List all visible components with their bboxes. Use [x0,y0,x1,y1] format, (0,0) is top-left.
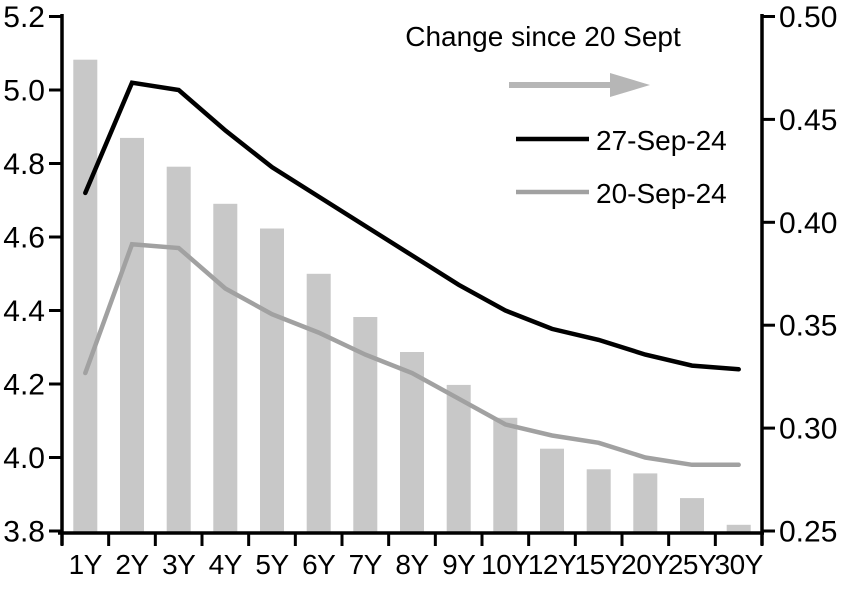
legend-entry-27sep: 27-Sep-24 [516,125,727,156]
left-axis-tick-label: 5.2 [3,1,45,34]
axis-ticks-group [49,15,775,546]
left-axis-tick-label: 3.8 [3,516,45,549]
bar-10Y [493,417,518,533]
bar-6Y [306,273,331,534]
right-axis-tick-label: 0.30 [779,413,837,446]
right-arrow-icon [509,73,650,97]
x-axis-label-8Y: 8Y [395,549,429,580]
x-axis-label-5Y: 5Y [255,549,289,580]
right-axis-tick-label: 0.40 [779,207,837,240]
right-axis-tick-label: 0.45 [779,104,837,137]
legend: Change since 20 Sept 27-Sep-24 20-Sep-24 [405,21,727,209]
arrow-head [610,73,650,97]
x-axis-label-3Y: 3Y [162,549,196,580]
bar-30Y [726,524,751,533]
bar-8Y [400,352,424,533]
left-axis-tick-label: 4.0 [3,442,45,475]
bar-4Y [213,203,238,534]
bar-12Y [540,448,564,533]
x-axis-label-20Y: 20Y [621,549,670,580]
left-axis-tick-label: 4.4 [3,295,45,328]
right-axis-labels: 0.50 0.45 0.40 0.35 0.30 0.25 [779,1,837,549]
right-axis-tick-label: 0.35 [779,310,837,343]
x-axis-label-12Y: 12Y [528,549,577,580]
change-bars-group [73,59,751,534]
x-axis-label-9Y: 9Y [442,549,476,580]
series-line-20-sep-24 [83,241,741,468]
legend-title: Change since 20 Sept [405,21,681,52]
axes-group [49,14,775,546]
bar-3Y [166,166,191,533]
legend-label-20sep: 20-Sep-24 [596,178,727,209]
left-axis-tick-label: 4.8 [3,148,45,181]
series-line-27-sep-24 [83,80,741,372]
bar-2Y [120,137,144,533]
bar-9Y [446,384,471,533]
x-axis-label-1Y: 1Y [69,549,103,580]
left-axis-tick-label: 5.0 [3,75,45,108]
bar-15Y [586,469,611,533]
x-axis-label-7Y: 7Y [349,549,383,580]
right-axis-tick-label: 0.25 [779,516,837,549]
bar-25Y [680,498,704,533]
bar-1Y [73,59,98,533]
legend-entry-20sep: 20-Sep-24 [516,178,727,209]
left-axis-tick-label: 4.6 [3,222,45,255]
x-axis-label-15Y: 15Y [575,549,624,580]
series-lines-group [83,80,741,468]
bar-20Y [633,473,658,533]
right-axis-tick-label: 0.50 [779,1,837,34]
x-axis-label-6Y: 6Y [302,549,336,580]
x-axis-label-30Y: 30Y [715,549,764,580]
left-axis-labels: 5.2 5.0 4.8 4.6 4.4 4.2 4.0 3.8 [3,1,45,549]
bar-5Y [260,228,284,533]
x-axis-label-10Y: 10Y [481,549,530,580]
x-axis-label-25Y: 25Y [668,549,717,580]
x-axis-label-4Y: 4Y [209,549,243,580]
x-axis-label-2Y: 2Y [115,549,149,580]
legend-label-27sep: 27-Sep-24 [596,125,727,156]
left-axis-tick-label: 4.2 [3,369,45,402]
